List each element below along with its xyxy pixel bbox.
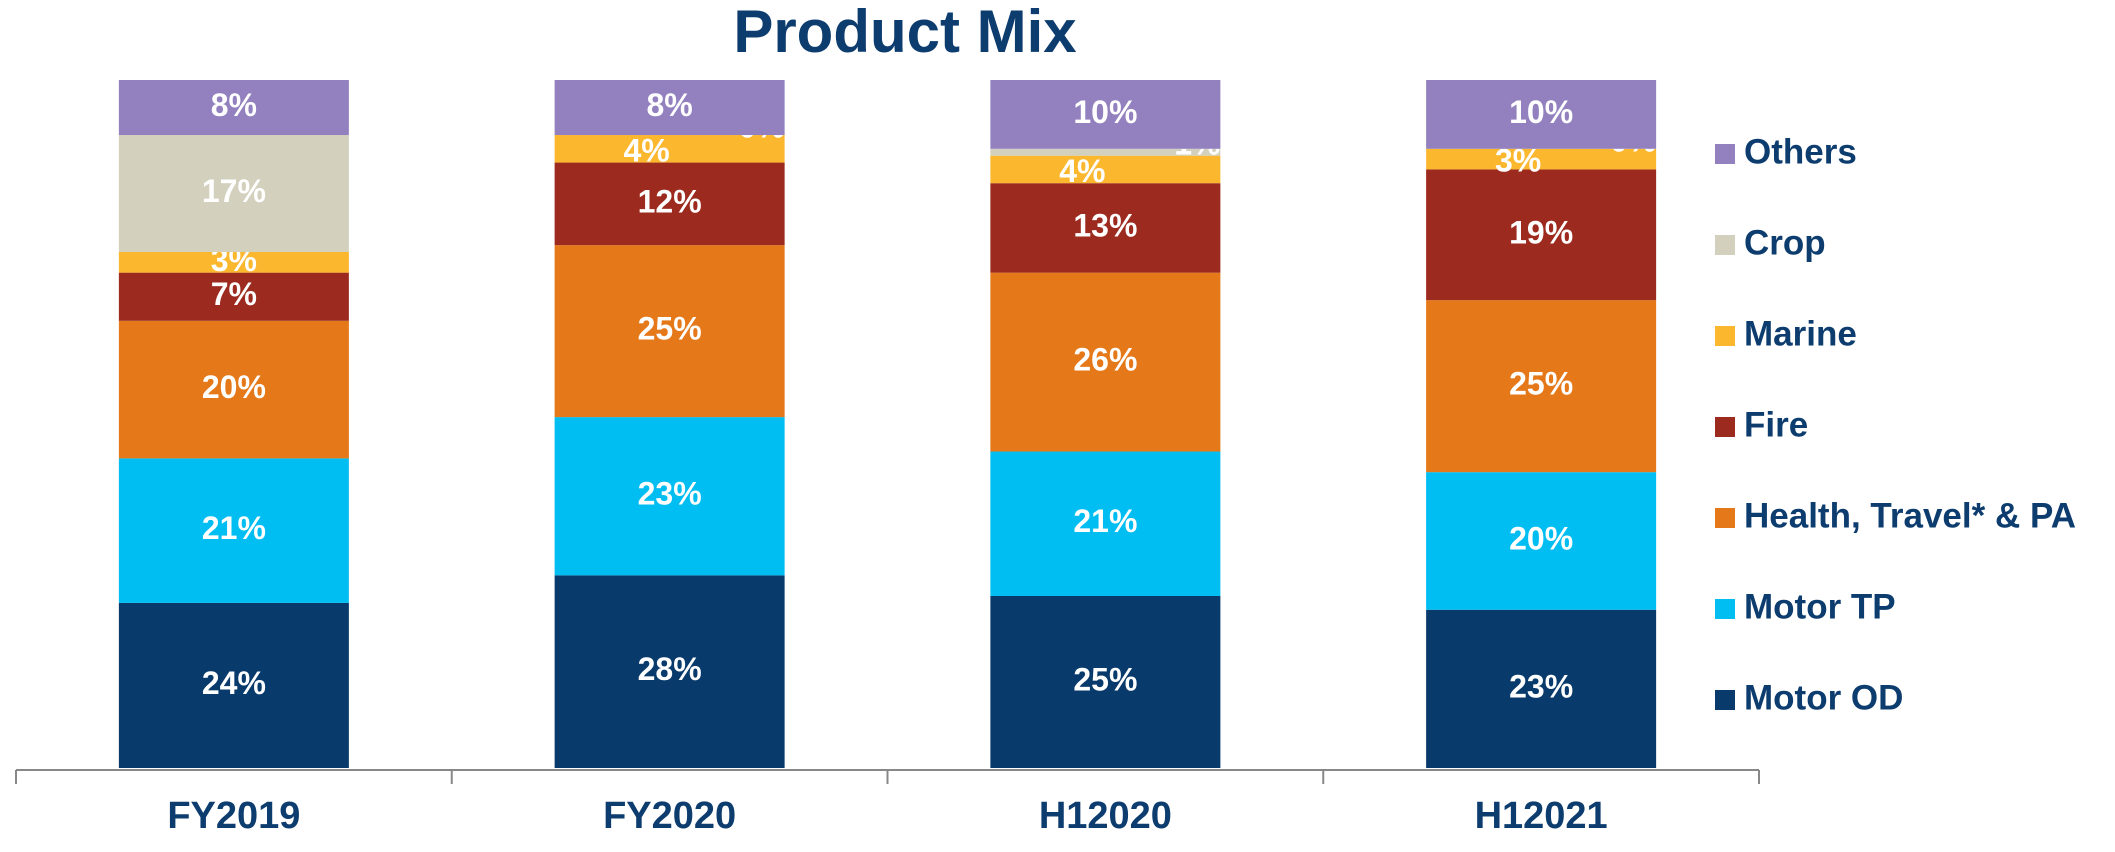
bar-segment [990, 183, 1221, 273]
value-label: 25% [638, 311, 702, 347]
bar-segment [554, 80, 785, 136]
legend-swatch [1715, 690, 1735, 710]
value-label: 10% [1509, 94, 1573, 130]
x-tick-label: H12021 [1475, 795, 1608, 837]
bar-segment [990, 148, 1221, 156]
bar-segment [118, 602, 349, 768]
legend-label: Health, Travel* & PA [1744, 496, 2076, 535]
bar-segment [118, 135, 349, 252]
value-label: 24% [202, 665, 266, 701]
value-label: 26% [1073, 342, 1137, 378]
legend-label: Marine [1744, 314, 1857, 353]
bar-segment [118, 272, 349, 321]
bar-segment [1426, 148, 1657, 170]
value-label: 8% [211, 87, 257, 123]
value-label: 12% [638, 183, 702, 219]
value-label: 21% [202, 510, 266, 546]
value-label: 4% [624, 132, 670, 168]
value-label: 23% [638, 476, 702, 512]
legend-label: Crop [1744, 223, 1826, 262]
value-label: 19% [1509, 214, 1573, 250]
value-label: 21% [1073, 503, 1137, 539]
x-tick-label: H12020 [1039, 795, 1172, 837]
value-label: 7% [211, 276, 257, 312]
x-tick-label: FY2019 [167, 795, 300, 837]
legend-swatch [1715, 326, 1735, 346]
bar-segment [1426, 609, 1657, 768]
bar-segment [990, 155, 1221, 184]
legend-label: Motor OD [1744, 678, 1903, 717]
legend-label: Fire [1744, 405, 1808, 444]
value-label: 25% [1073, 661, 1137, 697]
bar-segment [554, 417, 785, 576]
bar-segment [554, 245, 785, 418]
legend-swatch [1715, 144, 1735, 164]
bar-segment [554, 135, 785, 163]
legend-label: Others [1744, 132, 1857, 171]
bar-segment [1426, 80, 1657, 149]
x-tick-label: FY2020 [603, 795, 736, 837]
bar-segment [990, 451, 1221, 596]
bar-segment [990, 80, 1221, 149]
value-label: 28% [638, 651, 702, 687]
bar-segment [1426, 169, 1657, 301]
value-label: 20% [202, 369, 266, 405]
bar-segment [118, 80, 349, 136]
bar-segment [118, 458, 349, 603]
value-label: 13% [1073, 207, 1137, 243]
value-label: 17% [202, 173, 266, 209]
bar-segment [1426, 300, 1657, 473]
bar-segment [554, 575, 785, 768]
bar-segment [1426, 472, 1657, 610]
legend-swatch [1715, 235, 1735, 255]
legend-swatch [1715, 508, 1735, 528]
bar-segment [990, 272, 1221, 452]
value-label: 23% [1509, 668, 1573, 704]
legend-label: Motor TP [1744, 587, 1896, 626]
chart-title: Product Mix [733, 0, 1076, 65]
bar-segment [118, 320, 349, 459]
value-label: 25% [1509, 366, 1573, 402]
bar-segment [118, 252, 349, 273]
value-label: 8% [647, 87, 693, 123]
legend-swatch [1715, 417, 1735, 437]
bar-segment [554, 162, 785, 246]
value-label: 20% [1509, 520, 1573, 556]
bar-segment [990, 596, 1221, 768]
value-label: 4% [1059, 153, 1105, 189]
legend-swatch [1715, 599, 1735, 619]
value-label: 10% [1073, 94, 1137, 130]
